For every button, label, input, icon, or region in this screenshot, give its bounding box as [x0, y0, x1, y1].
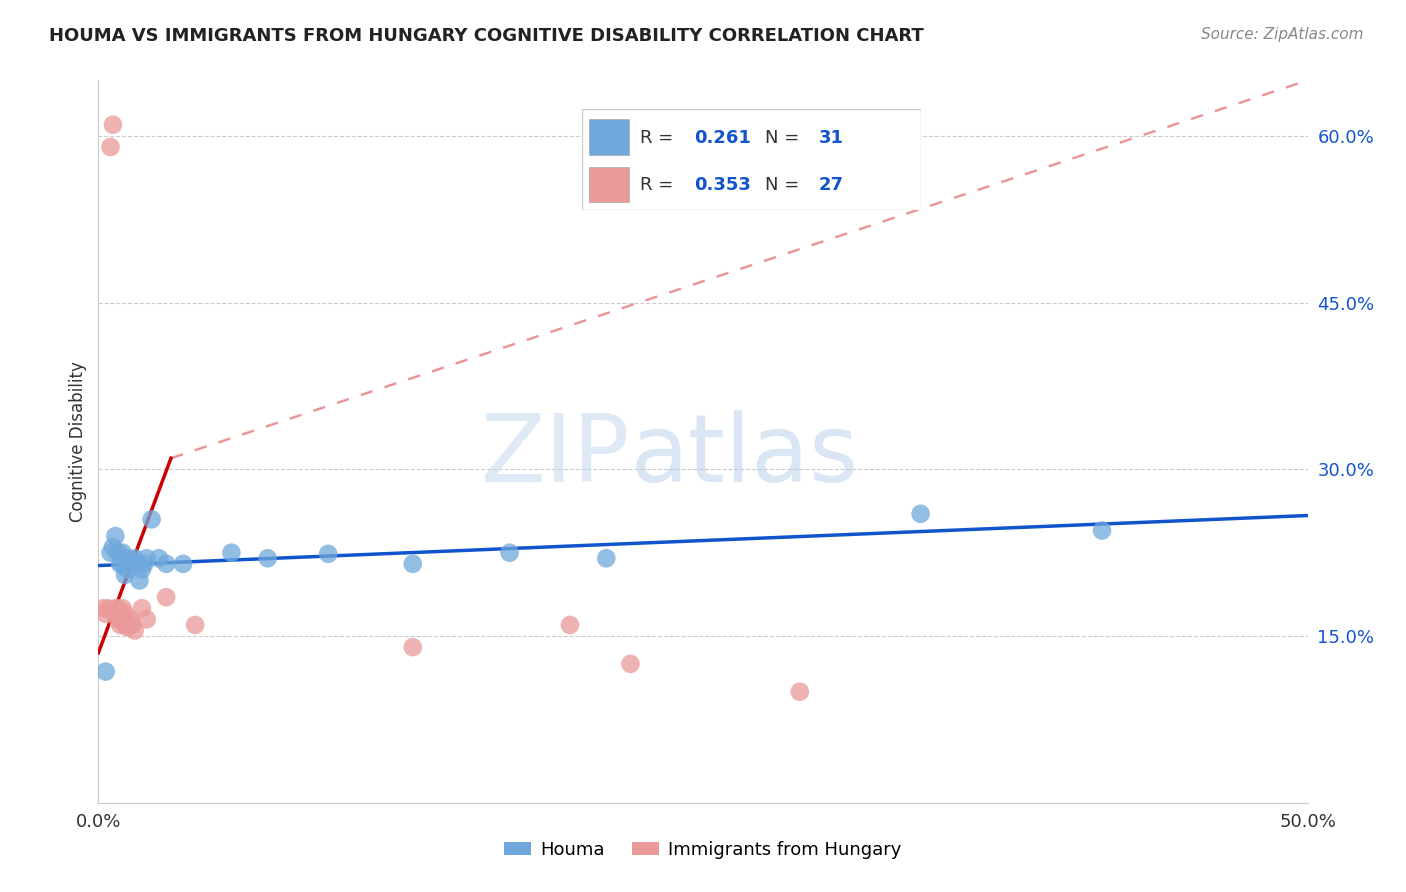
- Point: [118, 557, 141, 571]
- Point: [402, 557, 425, 571]
- Point: [135, 612, 157, 626]
- Point: [127, 557, 149, 571]
- Point: [97, 601, 120, 615]
- Point: [131, 562, 153, 576]
- Point: [107, 546, 129, 560]
- Point: [117, 562, 139, 576]
- Point: [114, 607, 136, 621]
- Point: [1091, 524, 1114, 538]
- Point: [124, 551, 146, 566]
- Point: [184, 618, 207, 632]
- Point: [100, 140, 122, 154]
- Point: [135, 551, 157, 566]
- Text: Source: ZipAtlas.com: Source: ZipAtlas.com: [1201, 27, 1364, 42]
- Point: [108, 607, 131, 621]
- Point: [558, 618, 581, 632]
- Point: [619, 657, 641, 671]
- Point: [108, 557, 131, 571]
- Point: [498, 546, 520, 560]
- Point: [134, 557, 156, 571]
- Point: [117, 620, 139, 634]
- Point: [111, 601, 134, 615]
- Point: [94, 607, 117, 621]
- Point: [104, 601, 127, 615]
- Text: HOUMA VS IMMIGRANTS FROM HUNGARY COGNITIVE DISABILITY CORRELATION CHART: HOUMA VS IMMIGRANTS FROM HUNGARY COGNITI…: [49, 27, 924, 45]
- Legend: Houma, Immigrants from Hungary: Houma, Immigrants from Hungary: [498, 834, 908, 866]
- Point: [256, 551, 278, 566]
- Point: [402, 640, 425, 655]
- Point: [94, 665, 117, 679]
- Point: [101, 118, 124, 132]
- Point: [118, 612, 141, 626]
- Y-axis label: Cognitive Disability: Cognitive Disability: [69, 361, 87, 522]
- Point: [789, 684, 811, 698]
- Point: [108, 618, 131, 632]
- Point: [124, 624, 146, 638]
- Point: [131, 601, 153, 615]
- Point: [111, 546, 134, 560]
- Point: [114, 568, 136, 582]
- Point: [155, 590, 177, 604]
- Point: [172, 557, 194, 571]
- Point: [121, 618, 143, 632]
- Point: [114, 618, 136, 632]
- Point: [104, 529, 127, 543]
- Point: [316, 547, 339, 561]
- Point: [221, 546, 243, 560]
- Text: ZIP: ZIP: [481, 410, 630, 502]
- Point: [117, 551, 139, 566]
- Point: [101, 540, 124, 554]
- Point: [128, 574, 150, 588]
- Point: [910, 507, 932, 521]
- Point: [104, 607, 127, 621]
- Point: [148, 551, 170, 566]
- Point: [121, 553, 143, 567]
- Point: [111, 612, 134, 626]
- Point: [595, 551, 617, 566]
- Point: [155, 557, 177, 571]
- Point: [111, 557, 134, 571]
- Point: [91, 601, 114, 615]
- Point: [107, 612, 129, 626]
- Point: [100, 546, 122, 560]
- Text: atlas: atlas: [630, 410, 859, 502]
- Point: [141, 512, 163, 526]
- Point: [107, 601, 129, 615]
